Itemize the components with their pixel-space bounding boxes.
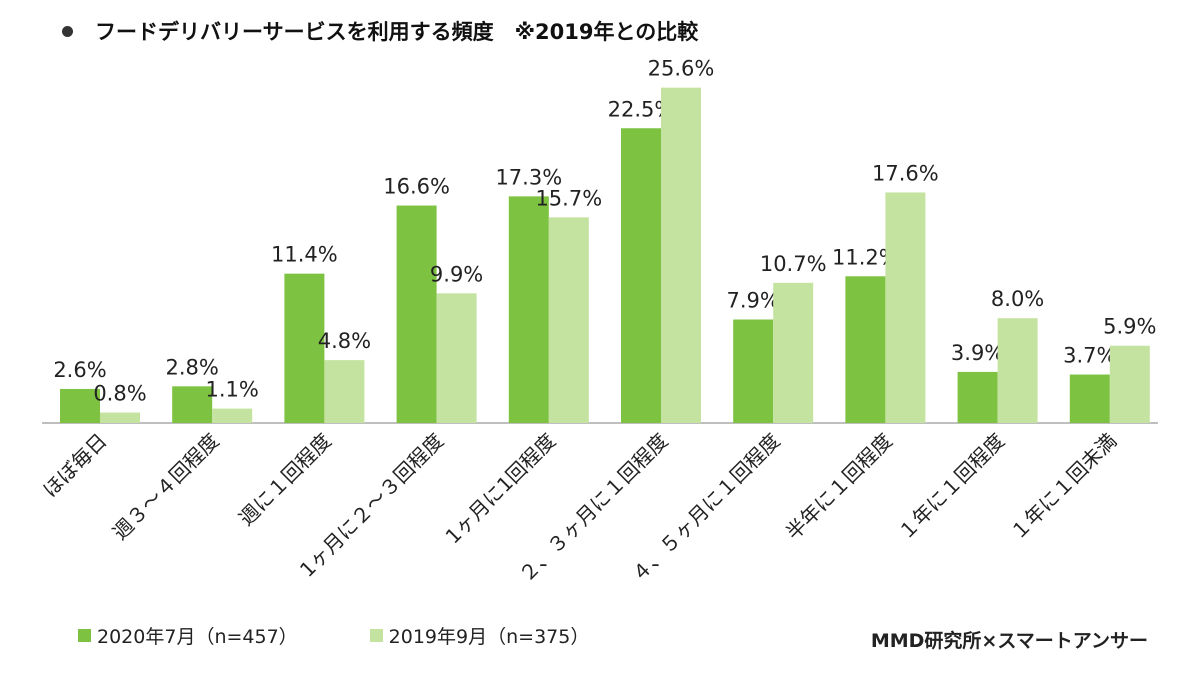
- data-label-2019: 9.9%: [430, 262, 483, 286]
- bar-2019: [885, 192, 926, 423]
- category-label: ほぼ毎日: [38, 429, 112, 503]
- data-label-2019: 15.7%: [535, 186, 602, 210]
- data-label-2019: 4.8%: [318, 329, 371, 353]
- category-label: 週３～４回程度: [108, 429, 224, 545]
- bar-2020: [957, 371, 998, 423]
- data-label-2019: 10.7%: [760, 252, 827, 276]
- source-credit: MMD研究所×スマートアンサー: [870, 630, 1148, 652]
- bar-2019: [324, 360, 365, 423]
- bar-2020: [396, 205, 437, 423]
- category-label: 半年に１回程度: [781, 429, 897, 545]
- data-label-2019: 8.0%: [991, 287, 1044, 311]
- data-label-2019: 1.1%: [206, 378, 259, 402]
- legend-swatch-2020: [78, 629, 91, 642]
- category-label: 週に１回程度: [234, 429, 336, 531]
- bar-2019: [100, 412, 140, 423]
- data-label-2019: 25.6%: [648, 57, 715, 81]
- bar-2020: [621, 128, 661, 423]
- bar-2020: [284, 273, 325, 423]
- bar-2020: [172, 386, 213, 423]
- data-label-2020: 16.6%: [383, 175, 450, 199]
- bar-2019: [436, 293, 477, 423]
- category-label: １年に１回未満: [1005, 429, 1121, 545]
- category-label: 1ヶ月に1回程度: [441, 429, 561, 549]
- data-label-2019: 17.6%: [872, 161, 939, 185]
- bar-2020: [508, 196, 549, 423]
- data-label-2020: 11.4%: [271, 243, 338, 267]
- data-label-2020: 3.7%: [1063, 344, 1116, 368]
- bullet-icon: [62, 25, 73, 37]
- legend: 2020年7月（n=457） 2019年9月（n=375）: [78, 622, 661, 649]
- legend-item-2020: 2020年7月（n=457）: [78, 622, 298, 649]
- data-label-2019: 5.9%: [1103, 315, 1156, 339]
- data-label-2019: 0.8%: [93, 382, 146, 406]
- bar-2020: [845, 276, 886, 423]
- bar-2019: [1109, 345, 1150, 423]
- chart-title: フードデリバリーサービスを利用する頻度 ※2019年との比較: [62, 16, 698, 46]
- bar-2019: [997, 318, 1038, 423]
- bar-2019: [773, 282, 814, 423]
- data-label-2020: 7.9%: [727, 289, 780, 313]
- bar-2020: [60, 388, 100, 423]
- legend-item-2019: 2019年9月（n=375）: [369, 622, 590, 649]
- data-label-2020: 2.6%: [53, 358, 106, 382]
- bar-2020: [733, 319, 774, 423]
- data-label-2020: 17.3%: [495, 165, 562, 189]
- data-label-2020: 2.8%: [166, 355, 219, 379]
- chart-title-text: フードデリバリーサービスを利用する頻度 ※2019年との比較: [95, 20, 699, 44]
- bar-2020: [1069, 374, 1110, 423]
- bar-2019: [212, 408, 253, 423]
- category-label: １年に１回程度: [893, 429, 1009, 545]
- data-label-2020: 3.9%: [951, 341, 1004, 365]
- bar-2019: [548, 217, 589, 423]
- legend-label-2019: 2019年9月（n=375）: [388, 626, 590, 648]
- legend-label-2020: 2020年7月（n=457）: [97, 626, 298, 648]
- legend-swatch-2019: [369, 629, 383, 642]
- bar-2019: [661, 87, 701, 423]
